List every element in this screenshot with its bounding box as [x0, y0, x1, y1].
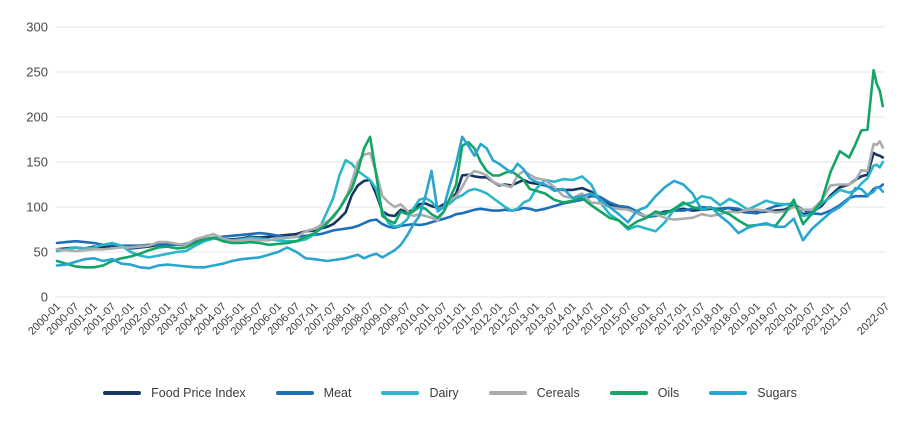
y-axis-tick-label: 100 — [26, 200, 48, 215]
series-line-oils — [55, 68, 885, 269]
legend-item-dairy[interactable]: Dairy — [381, 386, 459, 400]
y-axis-tick-label: 0 — [41, 290, 48, 305]
legend-item-oils[interactable]: Oils — [609, 386, 680, 400]
legend-label: Dairy — [429, 386, 459, 400]
legend-item-meat[interactable]: Meat — [275, 386, 352, 400]
series-lines — [55, 68, 885, 270]
chart-legend: Food Price Index Meat Dairy Cereals Oils Suga… — [0, 380, 900, 406]
legend-item-sugars[interactable]: Sugars — [709, 386, 797, 400]
legend-swatch-icon — [609, 391, 648, 395]
series-line-food-price-index — [55, 151, 885, 251]
series-line-cereals — [55, 140, 885, 253]
legend-swatch-icon — [709, 391, 748, 395]
series-line-meat — [55, 183, 885, 247]
gridlines — [55, 26, 885, 298]
series-line-sugars — [55, 135, 885, 270]
legend-label: Oils — [657, 386, 680, 400]
y-axis-labels: 0 50 100 150 200 250 300 — [26, 20, 48, 305]
y-axis-tick-label: 150 — [26, 155, 48, 170]
legend-label: Food Price Index — [151, 386, 246, 400]
y-axis-tick-label: 300 — [26, 20, 48, 35]
legend-swatch-icon — [381, 391, 420, 395]
legend-label: Sugars — [757, 386, 797, 400]
legend-label: Cereals — [536, 386, 580, 400]
legend-swatch-icon — [488, 391, 527, 395]
legend-swatch-icon — [103, 391, 142, 395]
legend-item-cereals[interactable]: Cereals — [488, 386, 580, 400]
x-axis-tick-label: 2022-07 — [855, 301, 892, 338]
legend-item-food-price-index[interactable]: Food Price Index — [103, 386, 246, 400]
y-axis-tick-label: 200 — [26, 110, 48, 125]
x-axis-labels: 2000-012000-072001-012001-072002-012002-… — [26, 301, 892, 338]
legend-swatch-icon — [275, 391, 314, 395]
legend-label: Meat — [323, 386, 352, 400]
y-axis-tick-label: 50 — [34, 245, 48, 260]
y-axis-tick-label: 250 — [26, 65, 48, 80]
